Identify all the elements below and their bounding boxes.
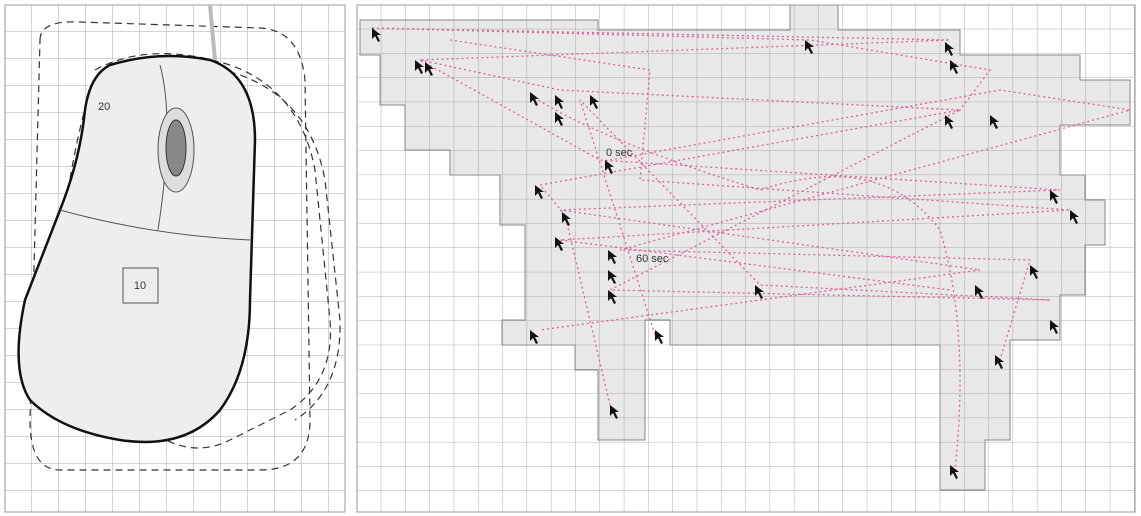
cursor-icon (425, 62, 434, 76)
cursor-icon (608, 250, 617, 264)
time-label: 0 sec (606, 147, 633, 159)
cursor-icon (1070, 210, 1079, 224)
cursor-icon (555, 237, 564, 251)
cursor-icon (945, 42, 954, 56)
cursor-icon (975, 285, 984, 299)
mouse-label: 20 (98, 101, 110, 113)
mouse-label: 10 (134, 280, 146, 292)
cursor-icon (755, 285, 764, 299)
cable (208, 4, 217, 61)
cursor-icon (608, 290, 617, 304)
cursors (372, 28, 1079, 479)
cursor-icon (805, 40, 814, 54)
cursor-icon (535, 185, 544, 199)
cursor-icon (990, 115, 999, 129)
cursor-icon (1030, 265, 1039, 279)
cursor-icon (605, 160, 614, 174)
button-line (59, 209, 251, 241)
cursor-icon (555, 95, 564, 109)
cursor-icon (1050, 190, 1059, 204)
cursor-icon (530, 92, 539, 106)
cursor-icon (1050, 320, 1059, 334)
cursor-icon (608, 270, 617, 284)
grid (356, 4, 1136, 513)
label-box (122, 267, 159, 304)
cursor-icon (995, 355, 1004, 369)
mouse-body (17, 54, 257, 444)
cursor-icon (950, 60, 959, 74)
cursor-icon (945, 115, 954, 129)
cursor-icon (415, 60, 424, 74)
cursor-icon (530, 330, 539, 344)
wheel (165, 119, 187, 177)
time-label: 60 sec (636, 253, 669, 265)
cursor-icon (555, 112, 564, 126)
cursor-icon (372, 28, 381, 42)
mouse-panel: 20 10 (4, 4, 346, 513)
cursor-icon (950, 465, 959, 479)
cursor-icon (562, 212, 571, 226)
cursor-icon (655, 330, 664, 344)
cursor-icon (610, 405, 619, 419)
trace-panel: 0 sec 60 sec (356, 4, 1136, 513)
cursor-icon (590, 95, 599, 109)
